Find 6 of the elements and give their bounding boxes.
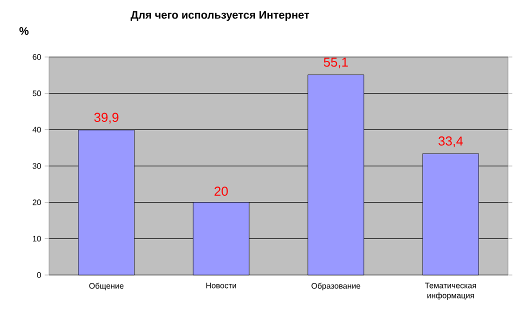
chart-title: Для чего используется Интернет: [130, 11, 310, 21]
data-label: 33,4: [438, 136, 463, 148]
y-axis-title: %: [19, 27, 29, 35]
data-label: 20: [214, 186, 228, 196]
data-label: 39,9: [94, 112, 118, 124]
data-label: 55,1: [324, 58, 348, 68]
